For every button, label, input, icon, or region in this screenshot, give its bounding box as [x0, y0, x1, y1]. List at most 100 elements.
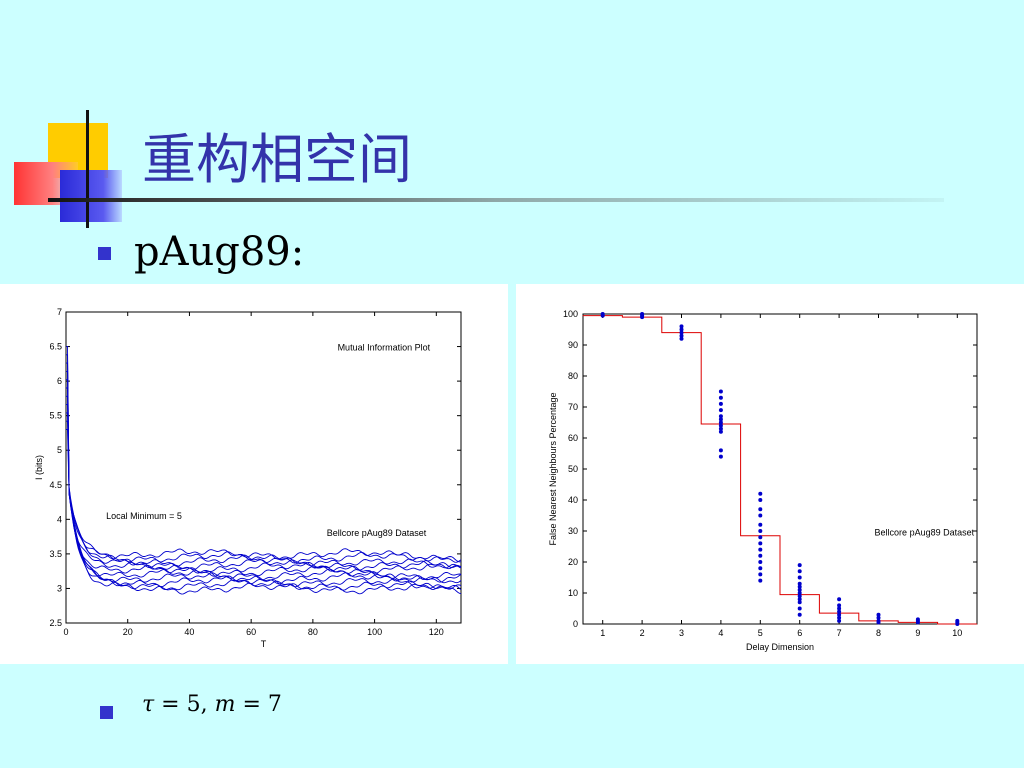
fnn-data-point: [718, 401, 723, 406]
fnn-data-point: [876, 615, 881, 620]
fnn-data-point: [679, 327, 684, 332]
formula-eq2: = 7: [235, 692, 282, 717]
y-tick-label: 4: [57, 514, 62, 524]
x-tick-label: 9: [915, 628, 920, 638]
mutual-information-chart-panel: 0 20 40 60 80 100 120 2.5 3 3.5 4 4.5 5 5.5 6 6.5 7 T I (b…: [0, 284, 508, 664]
fnn-data-point: [915, 620, 920, 625]
fnn-data-point: [758, 541, 763, 546]
annotation-local-minimum: Local Minimum = 5: [106, 511, 182, 521]
fnn-data-point: [837, 597, 842, 602]
formula-m: m: [214, 692, 236, 717]
fnn-data-point: [837, 603, 842, 608]
mutual-info-series-3: [66, 370, 462, 585]
fnn-data-point: [797, 597, 802, 602]
y-tick-label: 6.5: [49, 342, 62, 352]
x-tick-label: 2: [640, 628, 645, 638]
fnn-data-point: [718, 429, 723, 434]
y-tick-label: 6: [57, 376, 62, 386]
mutual-info-series-0: [66, 346, 462, 595]
fnn-data-point: [797, 612, 802, 617]
bullet-icon: [98, 247, 111, 260]
fnn-data-point: [758, 553, 763, 558]
x-tick-label: 100: [367, 627, 382, 637]
x-tick-label: 7: [837, 628, 842, 638]
y-tick-label: 7: [57, 307, 62, 317]
fnn-data-point: [679, 330, 684, 335]
mutual-info-series-4: [66, 379, 462, 583]
y-tick-label: 10: [568, 588, 578, 598]
plot-frame: [65, 311, 462, 624]
bullet-icon: [100, 706, 113, 719]
fnn-data-point: [758, 578, 763, 583]
fnn-data-point: [797, 563, 802, 568]
fnn-data-point: [758, 529, 763, 533]
x-tick-label: 1: [600, 628, 605, 638]
slide-subtitle: pAug89:: [134, 229, 305, 275]
x-tick-label: 0: [63, 627, 68, 637]
x-tick-label: 5: [758, 628, 763, 638]
fnn-data-point: [640, 315, 645, 320]
annotation-dataset: Bellcore pAug89 Dataset: [875, 528, 975, 538]
x-tick-label: 40: [184, 627, 194, 637]
mutual-info-series-7: [66, 404, 462, 571]
chart-title: Mutual Information Plot: [338, 343, 431, 353]
fnn-data-point: [758, 566, 763, 571]
fnn-data-point: [679, 333, 684, 338]
fnn-data-point: [876, 612, 881, 617]
mutual-info-series-9: [66, 420, 462, 564]
fnn-data-point: [837, 615, 842, 620]
fnn-data-point: [758, 507, 763, 512]
fnn-data-point: [718, 420, 723, 425]
parameter-formula: τ = 5, m = 7: [142, 692, 282, 717]
x-tick-label: 4: [718, 628, 723, 638]
formula-eq1: = 5,: [154, 692, 215, 717]
y-tick-label: 4.5: [49, 480, 62, 490]
y-tick-label: 60: [568, 433, 578, 443]
fnn-data-point: [797, 581, 802, 586]
x-tick-label: 3: [679, 628, 684, 638]
fnn-data-point: [718, 448, 723, 453]
slide-title: 重构相空间: [142, 128, 412, 191]
decor-vertical-line: [86, 110, 89, 228]
mutual-information-chart: 0 20 40 60 80 100 120 2.5 3 3.5 4 4.5 5 5.5 6 6.5 7 T I (b…: [34, 307, 462, 649]
fnn-data-point: [758, 560, 763, 564]
x-tick-label: 8: [876, 628, 881, 638]
y-tick-label: 0: [573, 619, 578, 629]
fnn-data-point: [718, 426, 723, 431]
mutual-info-series-5: [66, 387, 462, 581]
fnn-data-point: [718, 395, 723, 400]
fnn-data-point: [758, 572, 763, 577]
y-tick-label: 3.5: [49, 549, 62, 559]
fnn-data-point: [718, 389, 723, 394]
y-tick-label: 90: [568, 340, 578, 350]
fnn-data-point: [718, 408, 723, 413]
fnn-data-point: [600, 313, 605, 318]
fnn-data-point: [679, 324, 684, 329]
x-tick-label: 120: [429, 627, 444, 637]
fnn-step-line: [582, 315, 977, 625]
fnn-data-point: [758, 513, 763, 518]
fnn-data-point: [758, 547, 763, 552]
y-tick-label: 50: [568, 464, 578, 474]
fnn-data-point: [797, 591, 802, 595]
false-nearest-neighbours-chart-panel: 1 2 3 4 5 6 7 8 9 10 0 10 20 30 40 50 60 70 80 90 100 Delay D…: [516, 284, 1024, 664]
mutual-info-series-1: [66, 354, 462, 591]
y-tick-label: 30: [568, 526, 578, 536]
y-tick-label: 3: [57, 583, 62, 593]
x-axis-label: T: [261, 639, 267, 649]
annotation-dataset: Bellcore pAug89 Dataset: [327, 528, 427, 538]
fnn-data-point: [797, 569, 802, 574]
fnn-data-point: [837, 606, 842, 611]
y-tick-label: 5: [57, 445, 62, 455]
title-underline: [48, 198, 944, 202]
x-tick-label: 80: [308, 627, 318, 637]
x-axis-label: Delay Dimension: [746, 642, 814, 652]
x-tick-label: 60: [246, 627, 256, 637]
fnn-data-point: [758, 491, 763, 496]
fnn-data-point: [718, 454, 723, 459]
y-tick-label: 20: [568, 557, 578, 567]
x-tick-label: 6: [797, 628, 802, 638]
fnn-data-point: [718, 423, 723, 428]
fnn-data-point: [679, 336, 684, 341]
